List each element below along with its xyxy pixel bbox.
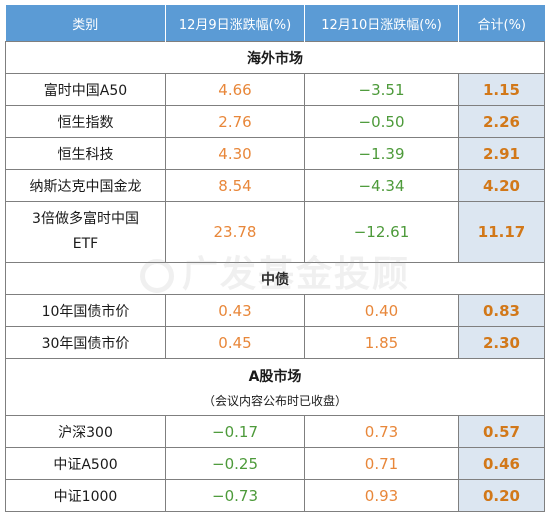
row-dec10: 0.40: [304, 294, 459, 327]
row-name: 恒生科技: [5, 137, 166, 170]
table-row: 10年国债市价 0.43 0.40 0.83: [5, 294, 545, 327]
section-bonds: 中债: [5, 262, 545, 295]
header-dec9: 12月9日涨跌幅(%): [165, 5, 305, 42]
row-name: 10年国债市价: [5, 294, 166, 327]
row-dec10: 1.85: [304, 326, 459, 359]
header-category: 类别: [5, 5, 166, 42]
row-name: 中证1000: [5, 479, 166, 512]
row-name-line2: ETF: [72, 236, 99, 252]
section-title: 海外市场: [5, 41, 545, 74]
row-dec9: −0.73: [165, 479, 305, 512]
row-dec9: 0.45: [165, 326, 305, 359]
row-total: 11.17: [458, 201, 545, 263]
row-dec9: −0.25: [165, 447, 305, 480]
row-name: 3倍做多富时中国 ETF: [5, 201, 166, 263]
row-dec9: 8.54: [165, 169, 305, 202]
row-total: 2.91: [458, 137, 545, 170]
row-total: 0.83: [458, 294, 545, 327]
row-total: 2.30: [458, 326, 545, 359]
row-total: 4.20: [458, 169, 545, 202]
row-dec9: 2.76: [165, 105, 305, 138]
row-dec9: 4.66: [165, 73, 305, 106]
row-name: 中证A500: [5, 447, 166, 480]
table-row: 中证A500 −0.25 0.71 0.46: [5, 447, 545, 480]
header-dec10: 12月10日涨跌幅(%): [304, 5, 459, 42]
row-dec10: −12.61: [304, 201, 459, 263]
section-overseas: 海外市场: [5, 41, 545, 74]
table-row: 恒生指数 2.76 −0.50 2.26: [5, 105, 545, 138]
row-dec10: −3.51: [304, 73, 459, 106]
table-row: 恒生科技 4.30 −1.39 2.91: [5, 137, 545, 170]
section-ashare: A股市场 （会议内容公布时已收盘）: [5, 358, 545, 416]
row-total: 0.46: [458, 447, 545, 480]
row-dec9: 0.43: [165, 294, 305, 327]
table-row: 中证1000 −0.73 0.93 0.20: [5, 479, 545, 512]
row-name: 纳斯达克中国金龙: [5, 169, 166, 202]
row-total: 0.57: [458, 415, 545, 448]
table-row: 富时中国A50 4.66 −3.51 1.15: [5, 73, 545, 106]
row-total: 1.15: [458, 73, 545, 106]
section-title: 中债: [5, 262, 545, 295]
row-dec9: −0.17: [165, 415, 305, 448]
row-dec10: 0.73: [304, 415, 459, 448]
market-change-table: 类别 12月9日涨跌幅(%) 12月10日涨跌幅(%) 合计(%) 海外市场 富…: [5, 5, 545, 512]
row-dec10: 0.93: [304, 479, 459, 512]
row-dec9: 4.30: [165, 137, 305, 170]
row-total: 2.26: [458, 105, 545, 138]
section-title-text: A股市场: [248, 368, 302, 385]
table-row: 3倍做多富时中国 ETF 23.78 −12.61 11.17: [5, 201, 545, 263]
row-total: 0.20: [458, 479, 545, 512]
row-name: 沪深300: [5, 415, 166, 448]
table-container: 类别 12月9日涨跌幅(%) 12月10日涨跌幅(%) 合计(%) 海外市场 富…: [5, 5, 545, 512]
table-row: 纳斯达克中国金龙 8.54 −4.34 4.20: [5, 169, 545, 202]
row-dec10: −4.34: [304, 169, 459, 202]
row-dec9: 23.78: [165, 201, 305, 263]
row-dec10: −0.50: [304, 105, 459, 138]
row-dec10: −1.39: [304, 137, 459, 170]
row-name: 恒生指数: [5, 105, 166, 138]
row-name: 富时中国A50: [5, 73, 166, 106]
row-name-line1: 3倍做多富时中国: [32, 211, 139, 227]
table-row: 沪深300 −0.17 0.73 0.57: [5, 415, 545, 448]
row-dec10: 0.71: [304, 447, 459, 480]
header-total: 合计(%): [458, 5, 545, 42]
section-note: （会议内容公布时已收盘）: [202, 393, 347, 408]
header-row: 类别 12月9日涨跌幅(%) 12月10日涨跌幅(%) 合计(%): [5, 5, 545, 42]
table-row: 30年国债市价 0.45 1.85 2.30: [5, 326, 545, 359]
row-name: 30年国债市价: [5, 326, 166, 359]
section-title: A股市场 （会议内容公布时已收盘）: [5, 358, 545, 416]
